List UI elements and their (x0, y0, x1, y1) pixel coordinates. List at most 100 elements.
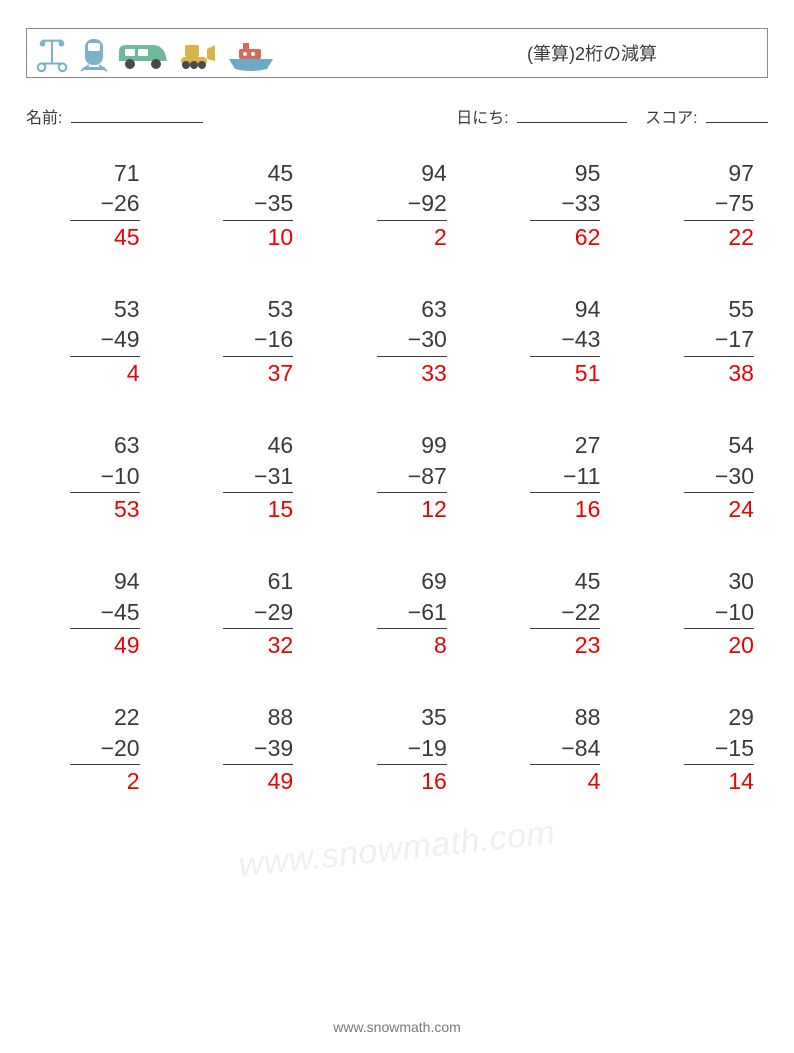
name-label: 名前: (26, 110, 62, 127)
answer: 4 (530, 765, 600, 796)
subtraction-problem: 69−618 (347, 566, 447, 660)
subtrahend: −17 (684, 324, 754, 356)
subtraction-problem: 94−922 (347, 158, 447, 252)
minuend: 55 (684, 294, 754, 324)
subtraction-problem: 99−8712 (347, 430, 447, 524)
minuend: 88 (530, 702, 600, 732)
minuend: 53 (70, 294, 140, 324)
subtrahend: −33 (530, 188, 600, 220)
answer: 51 (530, 357, 600, 388)
subtrahend: −16 (223, 324, 293, 356)
header: (筆算)2桁の減算 (26, 28, 768, 78)
answer: 33 (377, 357, 447, 388)
subtrahend: −35 (223, 188, 293, 220)
answer: 14 (684, 765, 754, 796)
subtraction-problem: 29−1514 (654, 702, 754, 796)
minuend: 45 (223, 158, 293, 188)
minuend: 95 (530, 158, 600, 188)
subtrahend: −10 (70, 461, 140, 493)
answer: 12 (377, 493, 447, 524)
answer: 2 (377, 221, 447, 252)
train-icon (77, 33, 111, 73)
subtraction-problem: 94−4351 (501, 294, 601, 388)
minuend: 35 (377, 702, 447, 732)
subtrahend: −39 (223, 733, 293, 765)
meta-row: 名前: 日にち: スコア: (26, 104, 768, 128)
answer: 53 (70, 493, 140, 524)
answer: 24 (684, 493, 754, 524)
answer: 37 (223, 357, 293, 388)
answer: 38 (684, 357, 754, 388)
date-label: 日にち: (456, 110, 508, 127)
worksheet-page: (筆算)2桁の減算 名前: 日にち: スコア: 71−264545−351094… (0, 0, 794, 796)
answer: 22 (684, 221, 754, 252)
minuend: 22 (70, 702, 140, 732)
score-blank[interactable] (706, 107, 768, 123)
subtrahend: −30 (684, 461, 754, 493)
subtraction-problem: 88−3949 (194, 702, 294, 796)
subtraction-problem: 30−1020 (654, 566, 754, 660)
subtrahend: −49 (70, 324, 140, 356)
answer: 20 (684, 629, 754, 660)
answer: 62 (530, 221, 600, 252)
watermark: www.snowmath.com (0, 789, 794, 911)
minuend: 71 (70, 158, 140, 188)
minuend: 45 (530, 566, 600, 596)
subtraction-problem: 94−4549 (40, 566, 140, 660)
subtraction-problem: 95−3362 (501, 158, 601, 252)
subtrahend: −26 (70, 188, 140, 220)
name-blank[interactable] (71, 107, 203, 123)
subtrahend: −15 (684, 733, 754, 765)
minuend: 63 (377, 294, 447, 324)
subtraction-problem: 54−3024 (654, 430, 754, 524)
subtraction-problem: 22−202 (40, 702, 140, 796)
date-blank[interactable] (517, 107, 627, 123)
minuend: 88 (223, 702, 293, 732)
subtrahend: −43 (530, 324, 600, 356)
subtrahend: −92 (377, 188, 447, 220)
subtraction-problem: 61−2932 (194, 566, 294, 660)
header-icons (33, 33, 277, 73)
worksheet-title: (筆算)2桁の減算 (527, 40, 757, 66)
score-field: スコア: (645, 104, 768, 128)
answer: 16 (530, 493, 600, 524)
boat-icon (225, 39, 277, 73)
scooter-icon (33, 35, 71, 73)
minuend: 94 (377, 158, 447, 188)
problems-grid: 71−264545−351094−92295−336297−752253−494… (26, 158, 768, 796)
subtrahend: −84 (530, 733, 600, 765)
name-field: 名前: (26, 104, 203, 128)
subtrahend: −87 (377, 461, 447, 493)
minuend: 61 (223, 566, 293, 596)
answer: 23 (530, 629, 600, 660)
answer: 15 (223, 493, 293, 524)
subtrahend: −11 (530, 461, 600, 493)
subtraction-problem: 63−3033 (347, 294, 447, 388)
minuend: 46 (223, 430, 293, 460)
subtraction-problem: 45−3510 (194, 158, 294, 252)
answer: 4 (70, 357, 140, 388)
subtrahend: −75 (684, 188, 754, 220)
subtrahend: −61 (377, 597, 447, 629)
subtraction-problem: 53−494 (40, 294, 140, 388)
subtraction-problem: 46−3115 (194, 430, 294, 524)
subtraction-problem: 63−1053 (40, 430, 140, 524)
answer: 10 (223, 221, 293, 252)
subtraction-problem: 35−1916 (347, 702, 447, 796)
subtrahend: −10 (684, 597, 754, 629)
minuend: 30 (684, 566, 754, 596)
minuend: 29 (684, 702, 754, 732)
answer: 2 (70, 765, 140, 796)
bulldozer-icon (175, 39, 219, 73)
subtraction-problem: 97−7522 (654, 158, 754, 252)
van-icon (117, 39, 169, 73)
subtraction-problem: 27−1116 (501, 430, 601, 524)
minuend: 94 (70, 566, 140, 596)
answer: 8 (377, 629, 447, 660)
answer: 45 (70, 221, 140, 252)
minuend: 54 (684, 430, 754, 460)
subtrahend: −45 (70, 597, 140, 629)
answer: 32 (223, 629, 293, 660)
answer: 49 (70, 629, 140, 660)
minuend: 99 (377, 430, 447, 460)
